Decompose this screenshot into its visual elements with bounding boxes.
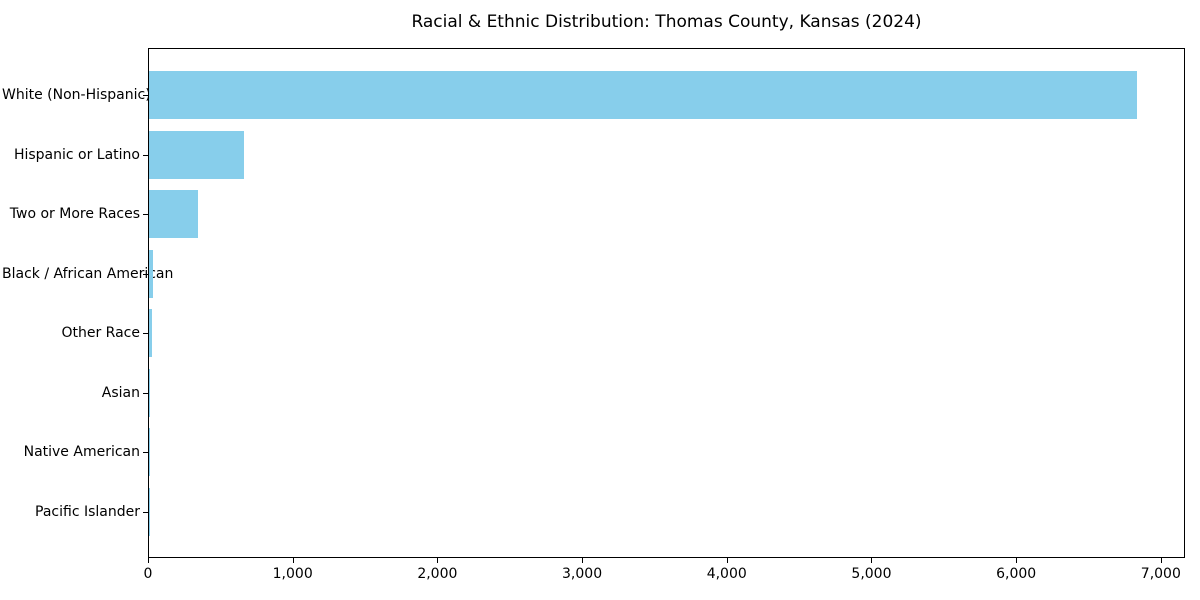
bar	[149, 190, 199, 238]
x-tick-label: 3,000	[562, 566, 603, 582]
x-tick-label: 5,000	[851, 566, 892, 582]
x-tick-mark	[1160, 558, 1162, 563]
y-tick-label: Hispanic or Latino	[13, 146, 140, 163]
y-tick-label: Two or More Races	[9, 206, 140, 222]
x-tick-label: 4,000	[706, 566, 747, 582]
bar	[149, 309, 152, 357]
x-tick-mark	[726, 558, 728, 563]
y-tick-mark	[143, 214, 148, 215]
x-tick-label: 6,000	[996, 566, 1037, 582]
x-tick-mark	[437, 558, 439, 563]
y-tick-label: Other Race	[61, 325, 140, 341]
x-tick-mark	[292, 558, 294, 563]
plot-area	[148, 48, 1185, 558]
y-tick-label: White (Non-Hispanic)	[2, 87, 151, 103]
y-tick-label: Black / African American	[2, 265, 174, 282]
bar	[149, 71, 1137, 119]
bar	[149, 130, 245, 179]
y-tick-mark	[143, 392, 148, 394]
y-tick-label: Native American	[23, 444, 140, 460]
bar	[149, 368, 151, 417]
x-tick-mark	[871, 558, 873, 563]
y-tick-mark	[143, 95, 148, 96]
y-tick-mark	[143, 333, 148, 334]
x-tick-mark	[582, 558, 584, 563]
y-tick-label: Pacific Islander	[35, 503, 140, 520]
chart-title: Racial & Ethnic Distribution: Thomas Cou…	[411, 12, 922, 32]
y-tick-mark	[143, 452, 148, 453]
x-tick-label: 2,000	[417, 566, 458, 582]
bar	[149, 249, 154, 298]
x-tick-label: 7,000	[1140, 566, 1181, 582]
x-tick-label: 1,000	[272, 566, 313, 582]
x-tick-label: 0	[143, 566, 153, 582]
x-tick-mark	[1016, 558, 1018, 563]
y-tick-label: Asian	[101, 384, 140, 401]
x-tick-mark	[148, 558, 149, 563]
y-tick-mark	[143, 511, 148, 513]
bar	[149, 428, 150, 476]
y-tick-mark	[143, 273, 148, 275]
y-tick-mark	[143, 154, 148, 156]
